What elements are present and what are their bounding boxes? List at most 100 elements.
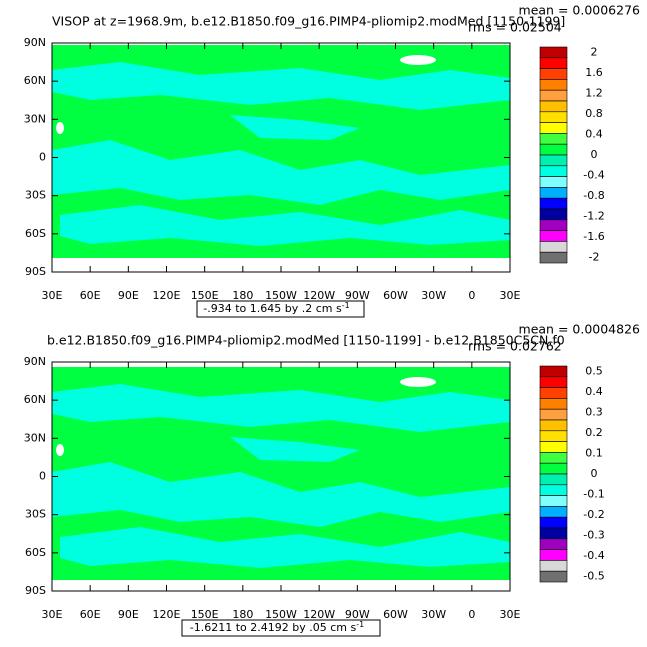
colorbar-swatch [539, 165, 568, 177]
x-tick-label: 120E [153, 608, 181, 621]
colorbar-label: 0.8 [585, 107, 603, 120]
panel-title: b.e12.B1850.f09_g16.PIMP4-pliomip2.modMe… [47, 333, 565, 348]
colorbar-swatch [539, 365, 568, 378]
x-tick-label: 150W [265, 289, 297, 302]
map-field [52, 367, 510, 580]
colorbar-swatch [539, 538, 568, 550]
colorbar-label: -0.3 [583, 529, 604, 542]
colorbar-swatch [539, 570, 568, 583]
map-panel: b.e12.B1850.f09_g16.PIMP4-pliomip2.modMe… [24, 322, 640, 637]
colorbar-swatch [539, 241, 568, 253]
colorbar-swatch [539, 251, 568, 264]
colorbar-label: 0.5 [585, 364, 603, 377]
x-tick-label: 120W [303, 289, 335, 302]
y-tick-label: 60N [24, 393, 46, 406]
colorbar-label: 0.1 [585, 446, 603, 459]
y-tick-label: 0 [39, 151, 46, 164]
colorbar-swatch [539, 376, 568, 388]
x-tick-label: 150W [265, 608, 297, 621]
colorbar-label: -0.4 [583, 169, 604, 182]
colorbar-label: 0.3 [585, 405, 603, 418]
map-panel: VISOP at z=1968.9m, b.e12.B1850.f09_g16.… [24, 3, 640, 318]
colorbar-swatch [539, 197, 568, 210]
x-tick-label: 30E [500, 289, 521, 302]
colorbar-swatch [539, 484, 568, 496]
y-tick-label: 90S [25, 265, 46, 278]
panel-title: VISOP at z=1968.9m, b.e12.B1850.f09_g16.… [52, 14, 565, 29]
y-tick-label: 90S [25, 584, 46, 597]
colorbar-swatch [539, 462, 568, 475]
y-tick-label: 0 [39, 470, 46, 483]
range-text: -1.6211 to 2.4192 by .05 cm s [190, 621, 357, 634]
x-tick-label: 180 [232, 289, 253, 302]
rms-label: rms = 0.02504 [468, 20, 562, 35]
colorbar-swatch [539, 452, 568, 464]
x-tick-label: 180 [232, 608, 253, 621]
x-tick-label: 30W [421, 289, 446, 302]
colorbar-label: -0.1 [583, 488, 604, 501]
x-tick-label: 120W [303, 608, 335, 621]
x-tick-label: 90E [118, 608, 139, 621]
y-tick-label: 60N [24, 74, 46, 87]
colorbar-swatch [539, 527, 568, 540]
range-box [181, 619, 381, 637]
colorbar-label: 1.6 [585, 66, 603, 79]
colorbar-swatch [539, 506, 568, 518]
colorbar-label: 0 [591, 148, 598, 161]
x-tick-label: 150E [191, 608, 219, 621]
colorbar-label: 1.2 [585, 86, 603, 99]
colorbar-swatch [539, 560, 568, 572]
mean-label: mean = 0.0006276 [519, 3, 641, 18]
colorbar-swatch [539, 230, 568, 242]
y-tick-label: 60S [25, 546, 46, 559]
x-tick-label: 60W [383, 289, 408, 302]
colorbar-label: 0.2 [585, 426, 603, 439]
map-field [52, 45, 510, 258]
range-unit-exp: -1 [342, 301, 350, 310]
colorbar-label: 0.4 [585, 385, 603, 398]
colorbar-swatch [539, 495, 568, 507]
colorbar-label: 2 [591, 45, 598, 58]
colorbar-swatch [539, 516, 568, 529]
x-tick-label: 150E [191, 289, 219, 302]
x-tick-label: 0 [468, 289, 475, 302]
x-tick-label: 60E [80, 608, 101, 621]
x-tick-label: 60W [383, 608, 408, 621]
y-tick-label: 90N [24, 36, 46, 49]
colorbar-swatch [539, 122, 568, 134]
range-text: -.934 to 1.645 by .2 cm s [203, 302, 342, 315]
colorbar-swatch [539, 441, 568, 453]
x-tick-label: 120E [153, 289, 181, 302]
colorbar-swatch [539, 208, 568, 221]
colorbar-swatch [539, 111, 568, 123]
colorbar-label: -1.6 [583, 230, 604, 243]
y-tick-label: 30S [25, 189, 46, 202]
y-tick-label: 60S [25, 227, 46, 240]
colorbar-swatch [539, 187, 568, 199]
colorbar-swatch [539, 549, 568, 561]
range-label: -1.6211 to 2.4192 by .05 cm s-1 [190, 620, 364, 635]
colorbar-swatch [539, 100, 568, 113]
x-tick-label: 60E [80, 289, 101, 302]
colorbar-swatch [539, 68, 568, 80]
colorbar-swatch [539, 57, 568, 69]
y-tick-label: 90N [24, 355, 46, 368]
colorbar-swatch [539, 430, 568, 442]
rms-label: rms = 0.02762 [468, 339, 562, 354]
y-tick-label: 30N [24, 112, 46, 125]
x-tick-label: 30E [500, 608, 521, 621]
colorbar-label: 0.4 [585, 127, 603, 140]
colorbar-label: -0.2 [583, 508, 604, 521]
x-tick-label: 90W [345, 289, 370, 302]
x-tick-label: 90W [345, 608, 370, 621]
mean-label: mean = 0.0004826 [519, 322, 641, 337]
colorbar-swatch [539, 176, 568, 188]
colorbar-swatch [539, 143, 568, 156]
colorbar-swatch [539, 154, 568, 167]
x-tick-label: 90E [118, 289, 139, 302]
colorbar-swatch [539, 419, 568, 432]
colorbar-label: -0.5 [583, 570, 604, 583]
colorbar-label: -2 [589, 251, 600, 264]
x-tick-label: 30E [42, 289, 63, 302]
range-unit-exp: -1 [356, 620, 364, 629]
